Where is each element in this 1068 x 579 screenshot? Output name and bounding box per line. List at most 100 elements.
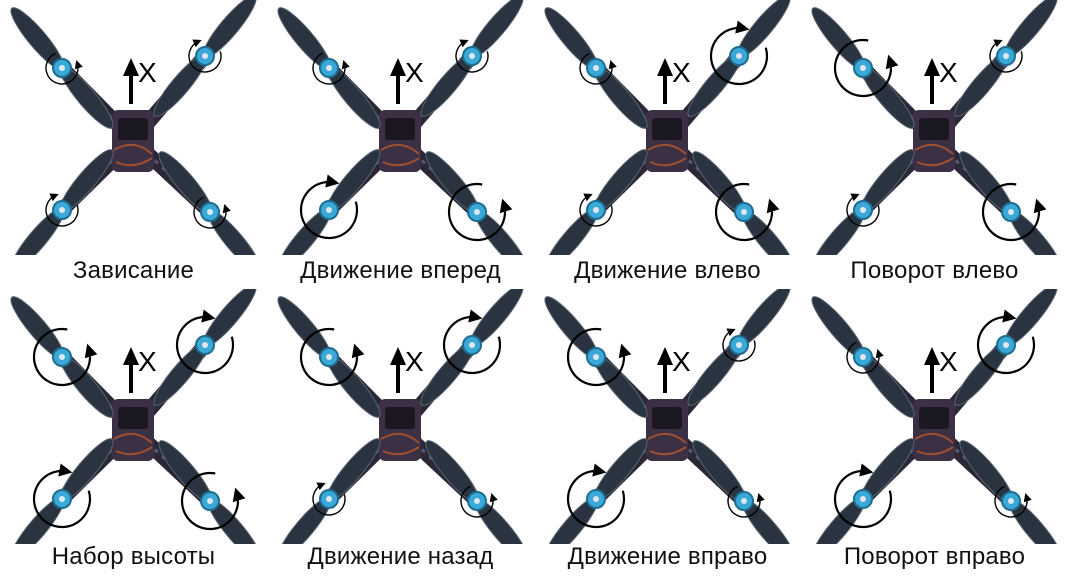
propeller [425, 151, 529, 255]
propeller [277, 7, 381, 129]
rotation-arrow-fast [714, 182, 780, 242]
rotation-arrow-fast [32, 463, 92, 529]
panel-move-left: X Движение влево [534, 0, 801, 289]
motor-hub [469, 53, 475, 59]
motor-hub [860, 354, 866, 360]
panel-turn-left: X Поворот влево [801, 0, 1068, 289]
x-axis-label: X [939, 346, 958, 377]
rotation-arrow-slow [45, 193, 79, 227]
panel-move-forward: X Движение вперед [267, 0, 534, 289]
rotation-arrow-fast [32, 327, 98, 387]
rotation-arrow-fast [447, 182, 513, 242]
motor-hub [474, 209, 480, 215]
battery [919, 407, 949, 429]
x-axis-arrowhead [657, 58, 673, 76]
motor-hub [741, 498, 747, 504]
rotation-arrow-slow [45, 52, 83, 85]
motor-hub [1008, 209, 1014, 215]
motor-hub [326, 207, 332, 213]
battery [652, 118, 682, 140]
x-axis-arrowhead [924, 58, 940, 76]
panel-caption: Поворот влево [850, 257, 1019, 284]
motor-hub [860, 207, 866, 213]
x-axis-arrowhead [123, 58, 139, 76]
rotation-arrow-fast [976, 309, 1036, 375]
motor-hub [593, 65, 599, 71]
rotation-arrow-fast [180, 471, 246, 531]
x-axis-arrowhead [390, 58, 406, 76]
rotation-arrow-fast [833, 463, 893, 529]
battery [919, 118, 949, 140]
rotation-arrow-slow [722, 328, 756, 362]
motor-hub [59, 207, 65, 213]
quadcopter-icon: X [811, 289, 1063, 544]
rotation-arrow-slow [579, 193, 613, 227]
motor-hub [593, 207, 599, 213]
motor-hub [1008, 498, 1014, 504]
panel-caption: Движение назад [307, 543, 494, 570]
quadcopter-icon: X [544, 289, 796, 544]
motor-hub [469, 342, 475, 348]
motor-hub [326, 65, 332, 71]
wiring [914, 432, 954, 456]
propeller [811, 7, 915, 129]
propeller [277, 149, 381, 255]
rotation-arrow-fast [299, 174, 359, 240]
rotation-arrow-slow [846, 193, 880, 227]
rotation-arrow-fast [299, 327, 365, 387]
rotation-arrow-fast [981, 182, 1047, 242]
rotation-arrow-fast [566, 327, 632, 387]
propeller [158, 151, 262, 255]
x-axis-label: X [672, 57, 691, 88]
quadcopter-icon: X [277, 0, 529, 255]
x-axis-label: X [138, 57, 157, 88]
motor-hub [736, 342, 742, 348]
wiring [647, 143, 687, 167]
panel-caption: Движение вперед [300, 257, 501, 284]
panel-caption: Набор высоты [51, 543, 216, 570]
motor-hub [1003, 342, 1009, 348]
propeller [153, 289, 257, 406]
rotation-arrow-slow [994, 485, 1032, 518]
propeller [158, 440, 262, 544]
quadcopter-icon: X [10, 0, 262, 255]
panel-move-right: X Движение вправо [534, 289, 801, 578]
motor-hub [202, 53, 208, 59]
quadcopter-icon: X [277, 289, 529, 544]
rotation-arrow-fast [442, 309, 502, 375]
x-axis-label: X [939, 57, 958, 88]
quadcopter-icon: X [10, 289, 262, 544]
motor-hub [207, 209, 213, 215]
motor-hub [207, 498, 213, 504]
quadcopter-icon: X [811, 0, 1063, 255]
rotation-arrow-fast [833, 38, 899, 98]
motor-hub [474, 498, 480, 504]
motor-hub [860, 496, 866, 502]
motor-hub [860, 65, 866, 71]
quadcopter-icon: X [544, 0, 796, 255]
panel-caption: Движение вправо [567, 543, 768, 570]
wiring [647, 432, 687, 456]
propeller [692, 440, 796, 544]
propeller [959, 440, 1063, 544]
rotation-arrow-slow [193, 196, 231, 229]
x-axis-arrowhead [123, 347, 139, 365]
panel-caption: Зависание [72, 257, 195, 284]
rotation-arrow-slow [579, 52, 617, 85]
motor-hub [326, 496, 332, 502]
panel-caption: Поворот вправо [843, 543, 1026, 570]
motor-hub [59, 496, 65, 502]
motor-hub [1003, 53, 1009, 59]
battery [385, 118, 415, 140]
x-axis-arrowhead [390, 347, 406, 365]
motor-hub [593, 496, 599, 502]
x-axis-label: X [405, 57, 424, 88]
rotation-arrow-fast [709, 20, 769, 86]
motor-hub [59, 65, 65, 71]
motor-hub [741, 209, 747, 215]
panel-climb: X Набор высоты [0, 289, 267, 578]
rotation-arrow-slow [460, 485, 498, 518]
wiring [113, 432, 153, 456]
panel-hover: X Зависание [0, 0, 267, 289]
